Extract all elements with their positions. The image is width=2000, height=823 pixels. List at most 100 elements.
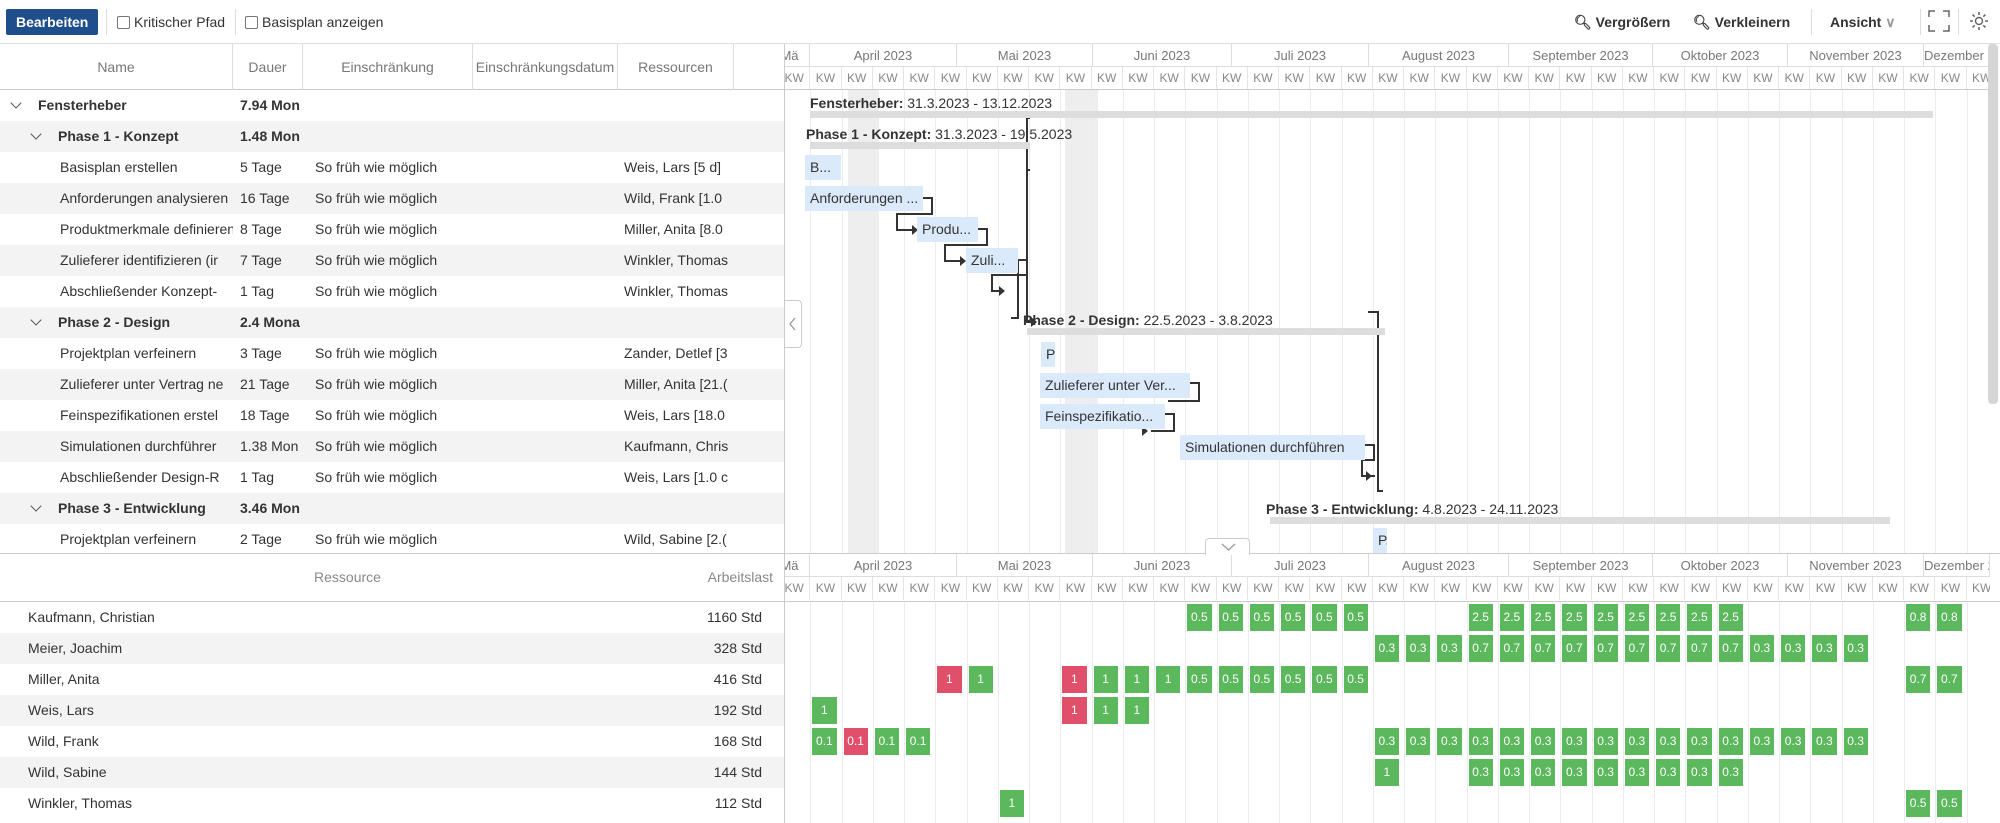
workload-cell[interactable]: 1 xyxy=(1062,666,1087,693)
workload-cell[interactable]: 0.3 xyxy=(1562,759,1587,786)
workload-cell[interactable]: 0.3 xyxy=(1593,759,1618,786)
workload-cell[interactable]: 0.3 xyxy=(1812,635,1837,662)
task-row[interactable]: Fensterheber 7.94 Mon xyxy=(0,90,785,121)
workload-cell[interactable]: 0.3 xyxy=(1718,728,1743,755)
collapse-chevron-icon[interactable] xyxy=(30,128,42,140)
workload-cell[interactable]: 0.3 xyxy=(1562,728,1587,755)
workload-cell[interactable]: 0.5 xyxy=(1343,666,1368,693)
resource-row[interactable]: Winkler, Thomas 112 Std xyxy=(0,788,785,819)
col-duration[interactable]: Dauer xyxy=(233,44,303,90)
workload-cell[interactable]: 2.5 xyxy=(1593,604,1618,631)
workload-cell[interactable]: 0.5 xyxy=(1218,666,1243,693)
baseline-toggle[interactable]: Basisplan anzeigen xyxy=(245,12,383,32)
workload-cell[interactable]: 1 xyxy=(968,666,993,693)
view-dropdown[interactable]: Ansicht ∨ xyxy=(1830,12,1895,32)
workload-cell[interactable]: 0.8 xyxy=(1937,604,1962,631)
workload-cell[interactable]: 0.3 xyxy=(1406,728,1431,755)
summary-bar[interactable] xyxy=(1027,328,1385,335)
workload-cell[interactable]: 0.5 xyxy=(1906,790,1931,817)
workload-cell[interactable]: 0.3 xyxy=(1531,728,1556,755)
workload-cell[interactable]: 0.7 xyxy=(1593,635,1618,662)
workload-cell[interactable]: 0.3 xyxy=(1687,728,1712,755)
task-row[interactable]: Zulieferer identifizieren (ir 7 Tage So fr… xyxy=(0,245,785,276)
workload-cell[interactable]: 0.5 xyxy=(1312,666,1337,693)
workload-cell[interactable]: 0.3 xyxy=(1843,728,1868,755)
workload-cell[interactable]: 0.1 xyxy=(906,728,931,755)
workload-cell[interactable]: 0.3 xyxy=(1374,635,1399,662)
critical-path-toggle[interactable]: Kritischer Pfad xyxy=(117,12,225,32)
workload-cell[interactable]: 0.1 xyxy=(874,728,899,755)
workload-cell[interactable]: 0.3 xyxy=(1656,759,1681,786)
workload-cell[interactable]: 0.5 xyxy=(1187,604,1212,631)
workload-cell[interactable]: 0.3 xyxy=(1624,728,1649,755)
baseline-checkbox[interactable] xyxy=(245,16,258,29)
workload-cell[interactable]: 0.5 xyxy=(1187,666,1212,693)
task-bar[interactable]: Simulationen durchführen xyxy=(1180,435,1365,460)
resource-row[interactable]: Miller, Anita 416 Std xyxy=(0,664,785,695)
col-resources[interactable]: Ressourcen xyxy=(618,44,734,90)
workload-cell[interactable]: 0.7 xyxy=(1718,635,1743,662)
workload-cell[interactable]: 2.5 xyxy=(1656,604,1681,631)
task-row[interactable]: Abschließender Konzept- 1 Tag So früh wie … xyxy=(0,276,785,307)
summary-bar[interactable] xyxy=(810,111,1933,118)
task-row[interactable]: Anforderungen analysieren 16 Tage So früh … xyxy=(0,183,785,214)
task-bar[interactable]: P. xyxy=(1373,528,1387,553)
collapse-chevron-icon[interactable] xyxy=(30,500,42,512)
workload-cell[interactable]: 0.3 xyxy=(1437,728,1462,755)
workload-cell[interactable]: 0.7 xyxy=(1937,666,1962,693)
task-row[interactable]: Produktmerkmale definieren 8 Tage So früh … xyxy=(0,214,785,245)
workload-cell[interactable]: 0.5 xyxy=(1249,666,1274,693)
workload-cell[interactable]: 0.7 xyxy=(1562,635,1587,662)
zoom-in-button[interactable]: 🔍︎ Vergrößern xyxy=(1574,12,1670,32)
workload-cell[interactable]: 1 xyxy=(937,666,962,693)
workload-cell[interactable]: 1 xyxy=(1374,759,1399,786)
workload-cell[interactable]: 0.3 xyxy=(1781,728,1806,755)
task-row[interactable]: Phase 2 - Design 2.4 Mona xyxy=(0,307,785,338)
gear-icon[interactable] xyxy=(1968,10,1990,32)
workload-cell[interactable]: 0.3 xyxy=(1656,728,1681,755)
workload-cell[interactable]: 1 xyxy=(1124,697,1149,724)
workload-cell[interactable]: 0.7 xyxy=(1624,635,1649,662)
col-constraint[interactable]: Einschränkung xyxy=(303,44,473,90)
task-row[interactable]: Zulieferer unter Vertrag ne 21 Tage So frü… xyxy=(0,369,785,400)
fullscreen-icon[interactable] xyxy=(1928,10,1950,32)
workload-cell[interactable]: 0.7 xyxy=(1656,635,1681,662)
workload-cell[interactable]: 1 xyxy=(999,790,1024,817)
col-constraint-date[interactable]: Einschränkungsdatum xyxy=(473,44,618,90)
task-bar[interactable]: Zuli... xyxy=(966,248,1018,273)
workload-cell[interactable]: 0.8 xyxy=(1906,604,1931,631)
workload-cell[interactable]: 0.1 xyxy=(843,728,868,755)
workload-cell[interactable]: 0.3 xyxy=(1499,728,1524,755)
summary-bar[interactable] xyxy=(1270,517,1890,524)
workload-cell[interactable]: 0.3 xyxy=(1406,635,1431,662)
resource-row[interactable]: Wild, Frank 168 Std xyxy=(0,726,785,757)
workload-cell[interactable]: 0.7 xyxy=(1531,635,1556,662)
task-row[interactable]: Phase 3 - Entwicklung 3.46 Mon xyxy=(0,493,785,524)
workload-cell[interactable]: 1 xyxy=(1062,697,1087,724)
workload-cell[interactable]: 0.3 xyxy=(1781,635,1806,662)
workload-cell[interactable]: 0.3 xyxy=(1437,635,1462,662)
workload-cell[interactable]: 0.5 xyxy=(1937,790,1962,817)
task-bar[interactable]: Feinspezifikatio... xyxy=(1040,404,1165,429)
resource-row[interactable]: Weis, Lars 192 Std xyxy=(0,695,785,726)
task-bar[interactable]: Anforderungen ... xyxy=(805,186,923,211)
task-bar[interactable]: B... xyxy=(805,155,841,180)
col-workload[interactable]: Arbeitslast xyxy=(707,569,773,585)
critical-path-checkbox[interactable] xyxy=(117,16,130,29)
workload-cell[interactable]: 0.3 xyxy=(1468,728,1493,755)
workload-cell[interactable]: 0.7 xyxy=(1687,635,1712,662)
workload-cell[interactable]: 0.3 xyxy=(1468,759,1493,786)
workload-cell[interactable]: 1 xyxy=(1093,666,1118,693)
panel-splitter[interactable] xyxy=(784,44,785,823)
resource-row[interactable]: Meier, Joachim 328 Std xyxy=(0,633,785,664)
workload-cell[interactable]: 1 xyxy=(1093,697,1118,724)
workload-cell[interactable]: 2.5 xyxy=(1687,604,1712,631)
workload-cell[interactable]: 2.5 xyxy=(1468,604,1493,631)
task-row[interactable]: Phase 1 - Konzept 1.48 Mon xyxy=(0,121,785,152)
workload-cell[interactable]: 0.5 xyxy=(1281,666,1306,693)
workload-cell[interactable]: 0.3 xyxy=(1843,635,1868,662)
expand-resource-button[interactable] xyxy=(1205,538,1250,555)
workload-cell[interactable]: 0.5 xyxy=(1312,604,1337,631)
workload-cell[interactable]: 0.3 xyxy=(1687,759,1712,786)
workload-cell[interactable]: 2.5 xyxy=(1531,604,1556,631)
